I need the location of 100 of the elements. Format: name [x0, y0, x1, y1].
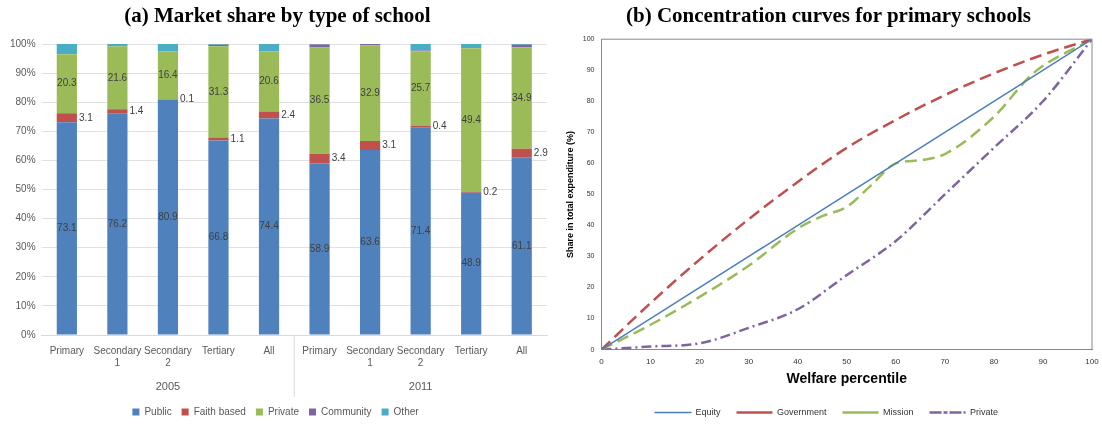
bar: [511, 47, 532, 149]
data-label: 16.4: [158, 69, 179, 81]
data-label: 20.3: [57, 77, 78, 89]
y-tick-label: 70%: [15, 125, 36, 137]
bar: [157, 99, 179, 335]
data-label: 36.5: [309, 94, 330, 106]
data-label: 61.1: [511, 239, 532, 251]
bar: [511, 148, 532, 158]
x-tick-label: 40: [793, 356, 803, 366]
x-tick-label: Primary: [49, 344, 85, 356]
legend-label: Equity: [695, 406, 721, 417]
y-tick-label: 60%: [15, 154, 36, 166]
y-tick-label: 10%: [15, 299, 36, 311]
x-tick-label: 80: [989, 356, 999, 366]
legend-label: Public: [144, 405, 172, 417]
data-label: 0.1: [180, 93, 195, 105]
bar: [157, 44, 179, 52]
bar: [309, 153, 330, 164]
data-label: 21.6: [107, 71, 128, 83]
y-tick-label: 80%: [15, 95, 36, 107]
data-label: 1.4: [129, 104, 144, 116]
x-tick-label: 20: [695, 356, 705, 366]
data-label: 2.9: [533, 146, 549, 158]
data-label: 3.4: [331, 152, 347, 164]
x-tick-label: 0: [599, 356, 605, 366]
x-tick-label: 10: [646, 356, 656, 366]
x-tick-label: 90: [1038, 356, 1048, 366]
data-label: 0.2: [483, 186, 498, 198]
legend-label: Government: [776, 406, 828, 417]
bar: [511, 157, 532, 335]
data-label: 2.4: [281, 108, 296, 120]
x-tick-label: Secondary 2: [144, 344, 192, 368]
y-tick-label: 50%: [15, 183, 36, 195]
y-tick-label: 90%: [15, 66, 36, 78]
chart-title: (b) Concentration curves for primary schools: [626, 2, 1031, 29]
bar: [461, 192, 482, 335]
bar: [258, 44, 280, 52]
bar: [461, 44, 482, 49]
legend-label: Community: [321, 405, 372, 417]
data-label: 58.9: [309, 242, 330, 254]
legend-label: Mission: [883, 406, 914, 417]
bar: [157, 51, 179, 100]
bar: [208, 46, 229, 138]
y-tick-label: 0%: [21, 328, 36, 340]
data-label: 73.1: [57, 222, 78, 234]
data-label: 76.2: [107, 217, 128, 229]
y-tick-label: 30%: [15, 241, 36, 253]
data-label: 1.1: [230, 132, 245, 144]
legend-label: Private: [267, 405, 300, 417]
bar: [258, 118, 280, 335]
bar: [410, 127, 431, 335]
data-label: 63.6: [360, 235, 381, 247]
text: 2005: [155, 380, 181, 393]
y-tick-label: 40%: [15, 212, 36, 224]
bar: [309, 163, 330, 335]
x-tick-label: 100: [1085, 356, 1100, 366]
data-label: 71.4: [410, 224, 431, 236]
data-label: 32.9: [360, 86, 381, 98]
text: 2011: [408, 380, 433, 393]
bar: [258, 51, 280, 112]
data-label: 66.8: [208, 231, 229, 243]
bar: [107, 113, 128, 335]
bar: [56, 54, 77, 114]
y-tick-label: 100%: [10, 37, 36, 49]
data-label: 3.1: [78, 111, 94, 123]
x-tick-label: All: [263, 344, 275, 356]
data-label: 25.7: [410, 82, 431, 94]
x-tick-label: Secondary 1: [93, 344, 142, 368]
y-axis-title: Share in total expenditure (%): [564, 130, 575, 258]
bar: [107, 109, 128, 114]
data-label: 49.4: [461, 113, 482, 125]
bar: [309, 47, 330, 154]
y-tick-label: 20%: [15, 270, 36, 282]
x-tick-label: Secondary 2: [396, 344, 445, 368]
x-tick-label: All: [516, 344, 528, 356]
data-label: 0.4: [432, 120, 448, 132]
bar: [208, 140, 229, 335]
x-tick-label: 30: [744, 356, 754, 366]
bar: [410, 51, 431, 127]
bar: [359, 149, 381, 335]
legend-label: Other: [393, 405, 420, 417]
bar: [56, 122, 77, 335]
x-tick-label: Tertiary: [454, 344, 488, 356]
x-tick-label: Primary: [302, 344, 337, 356]
data-label: 80.9: [158, 210, 179, 222]
x-tick-label: Tertiary: [202, 344, 235, 356]
bar: [208, 137, 229, 141]
legend-label: Private: [970, 406, 999, 417]
x-tick-label: 60: [891, 356, 901, 366]
bar: [410, 44, 431, 51]
data-label: 3.1: [382, 139, 397, 151]
bar: [56, 44, 77, 55]
bar: [359, 45, 381, 141]
bar: [107, 46, 128, 110]
data-label: 31.3: [208, 85, 229, 97]
data-label: 34.9: [511, 91, 532, 103]
data-label: 20.6: [259, 75, 280, 87]
x-axis-title: Welfare percentile: [786, 370, 908, 387]
legend-label: Faith based: [193, 405, 246, 417]
bar: [56, 113, 77, 123]
